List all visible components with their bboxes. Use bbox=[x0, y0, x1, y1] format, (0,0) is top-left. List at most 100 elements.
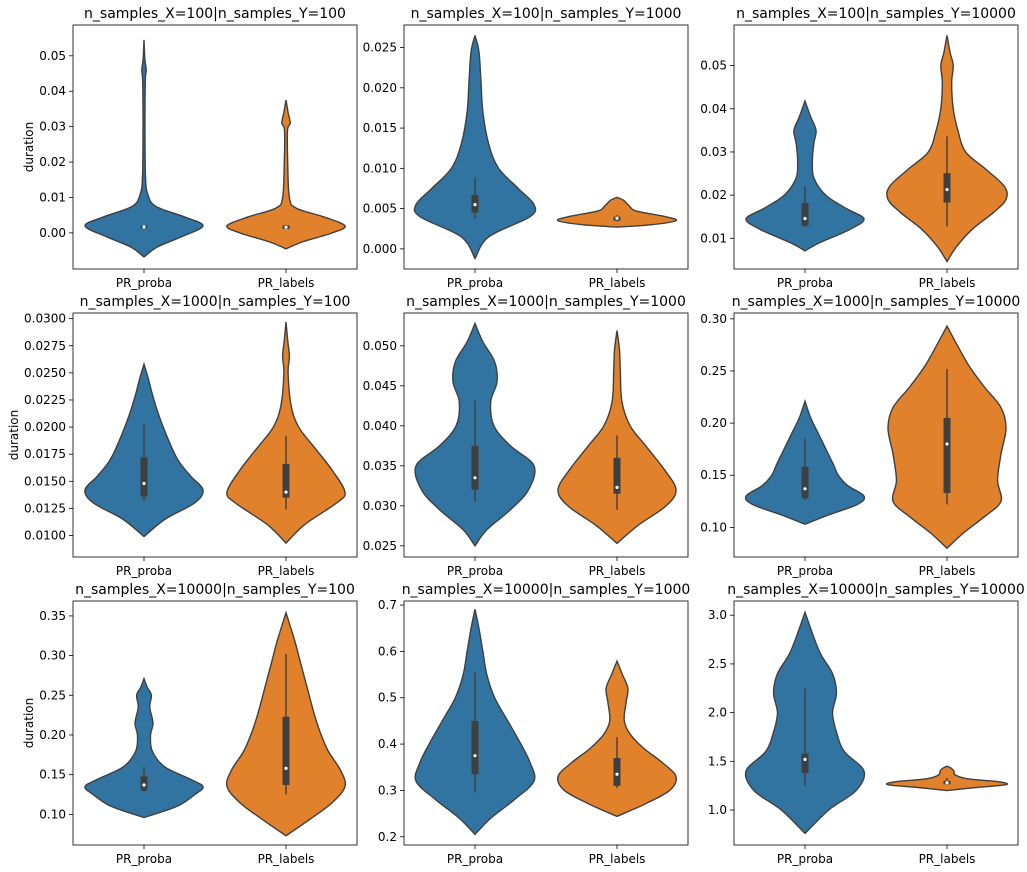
y-tick-label: 0.15 bbox=[700, 468, 727, 482]
violin-PR_proba bbox=[413, 35, 537, 260]
y-axis-label: duration bbox=[7, 410, 21, 461]
subplot-3: n_samples_X=100|n_samples_Y=10000 0.01 0.0… bbox=[700, 6, 1019, 290]
y-tick-label: 0.00 bbox=[39, 226, 66, 240]
x-tick-label: PR_proba bbox=[116, 276, 172, 290]
subplot-4: n_samples_X=1000|n_samples_Y=100 duration… bbox=[7, 294, 358, 578]
subplot-title: n_samples_X=10000|n_samples_Y=10000 bbox=[727, 582, 1025, 598]
y-tick-label: 0.020 bbox=[363, 81, 397, 95]
subplot-title: n_samples_X=100|n_samples_Y=1000 bbox=[411, 6, 682, 22]
y-tick-label: 0.030 bbox=[363, 499, 397, 513]
y-tick-label: 0.30 bbox=[700, 312, 727, 326]
axes-frame bbox=[403, 312, 689, 558]
y-tick-label: 0.000 bbox=[363, 242, 397, 256]
y-tick-label: 2.5 bbox=[708, 657, 727, 671]
y-tick-label: 0.4 bbox=[378, 737, 397, 751]
y-tick-label: 0.0225 bbox=[24, 393, 66, 407]
x-tick-label: PR_labels bbox=[589, 276, 646, 290]
violin-box bbox=[613, 457, 621, 494]
subplot-title: n_samples_X=100|n_samples_Y=100 bbox=[84, 6, 346, 22]
x-tick-label: PR_labels bbox=[919, 852, 976, 866]
y-tick-label: 0.25 bbox=[700, 364, 727, 378]
x-tick-label: PR_labels bbox=[258, 564, 315, 578]
subplot-8: n_samples_X=10000|n_samples_Y=1000 0.2 0.3… bbox=[378, 582, 690, 866]
y-tick-label: 0.7 bbox=[378, 598, 397, 612]
y-tick-label: 0.0200 bbox=[24, 420, 66, 434]
violin-box bbox=[140, 457, 148, 497]
y-tick-label: 0.03 bbox=[39, 120, 66, 134]
y-tick-label: 0.30 bbox=[39, 649, 66, 663]
violin-PR_proba bbox=[84, 39, 204, 258]
violin-PR_proba bbox=[745, 98, 865, 252]
subplot-title: n_samples_X=10000|n_samples_Y=1000 bbox=[402, 582, 691, 598]
y-tick-label: 0.0125 bbox=[24, 501, 66, 515]
y-tick-label: 0.01 bbox=[39, 190, 66, 204]
violin-median bbox=[803, 757, 807, 761]
subplot-7: n_samples_X=10000|n_samples_Y=100duratio… bbox=[22, 582, 358, 866]
y-tick-label: 0.025 bbox=[363, 41, 397, 55]
y-tick-label: 0.0250 bbox=[24, 366, 66, 380]
subplot-6: n_samples_X=1000|n_samples_Y=10000 0.10 0.… bbox=[700, 294, 1020, 578]
subplot-9: n_samples_X=10000|n_samples_Y=10000 1.0 1.… bbox=[708, 582, 1025, 866]
subplot-title: n_samples_X=1000|n_samples_Y=1000 bbox=[406, 294, 686, 310]
y-tick-label: 0.050 bbox=[363, 339, 397, 353]
violin-PR_labels bbox=[556, 196, 678, 228]
x-tick-label: PR_labels bbox=[919, 564, 976, 578]
violin-median bbox=[142, 481, 146, 486]
y-tick-label: 1.5 bbox=[708, 754, 727, 768]
violin-box bbox=[613, 757, 621, 786]
x-tick-label: PR_proba bbox=[777, 276, 833, 290]
violin-box bbox=[801, 753, 809, 774]
violin-box bbox=[282, 716, 290, 785]
violin-median bbox=[473, 202, 477, 207]
x-tick-label: PR_labels bbox=[258, 276, 315, 290]
y-tick-label: 2.0 bbox=[708, 706, 727, 720]
x-tick-label: PR_labels bbox=[589, 852, 646, 866]
x-tick-label: PR_proba bbox=[116, 852, 172, 866]
x-tick-label: PR_proba bbox=[447, 564, 503, 578]
y-axis-label: duration bbox=[22, 122, 36, 173]
x-tick-label: PR_proba bbox=[777, 852, 833, 866]
violin-median bbox=[803, 216, 807, 221]
violin-median bbox=[473, 754, 477, 758]
x-tick-label: PR_labels bbox=[589, 564, 646, 578]
y-tick-label: 0.045 bbox=[363, 379, 397, 393]
violin-median bbox=[615, 485, 619, 489]
axes-frame bbox=[72, 312, 358, 558]
violin-median bbox=[473, 476, 477, 480]
axes-frame bbox=[403, 24, 689, 270]
violin-PR_labels bbox=[226, 321, 346, 545]
violin-median bbox=[284, 766, 288, 770]
axes-frame bbox=[733, 24, 1019, 270]
y-tick-label: 0.0275 bbox=[24, 339, 66, 353]
y-tick-label: 0.040 bbox=[363, 419, 397, 433]
y-tick-label: 0.25 bbox=[39, 688, 66, 702]
subplot-5: n_samples_X=1000|n_samples_Y=1000 0.025 0.… bbox=[363, 294, 689, 578]
x-tick-label: PR_proba bbox=[777, 564, 833, 578]
y-tick-label: 0.02 bbox=[700, 188, 727, 202]
subplot-2: n_samples_X=100|n_samples_Y=1000 0.000 0.0… bbox=[363, 6, 689, 290]
subplot-title: n_samples_X=10000|n_samples_Y=100 bbox=[75, 582, 355, 598]
violin-box bbox=[471, 720, 479, 775]
y-tick-label: 0.0100 bbox=[24, 529, 66, 543]
axes-frame bbox=[403, 600, 689, 846]
x-tick-label: PR_labels bbox=[258, 852, 315, 866]
y-tick-label: 0.025 bbox=[363, 539, 397, 553]
y-tick-label: 0.05 bbox=[39, 49, 66, 63]
y-tick-label: 0.3 bbox=[378, 783, 397, 797]
y-tick-label: 0.15 bbox=[39, 768, 66, 782]
y-tick-label: 0.0300 bbox=[24, 312, 66, 326]
y-tick-label: 3.0 bbox=[708, 608, 727, 622]
x-tick-label: PR_proba bbox=[116, 564, 172, 578]
violin-median bbox=[284, 225, 288, 229]
violin-median bbox=[142, 783, 146, 787]
violin-median bbox=[945, 442, 949, 446]
violin-PR_proba bbox=[84, 676, 204, 819]
violin-median bbox=[945, 187, 949, 192]
y-tick-label: 0.35 bbox=[39, 609, 66, 623]
violin-box bbox=[801, 202, 809, 226]
violin-median bbox=[615, 216, 619, 220]
violin-median bbox=[803, 487, 807, 491]
y-tick-label: 0.10 bbox=[700, 520, 727, 534]
violin-median bbox=[615, 772, 619, 776]
